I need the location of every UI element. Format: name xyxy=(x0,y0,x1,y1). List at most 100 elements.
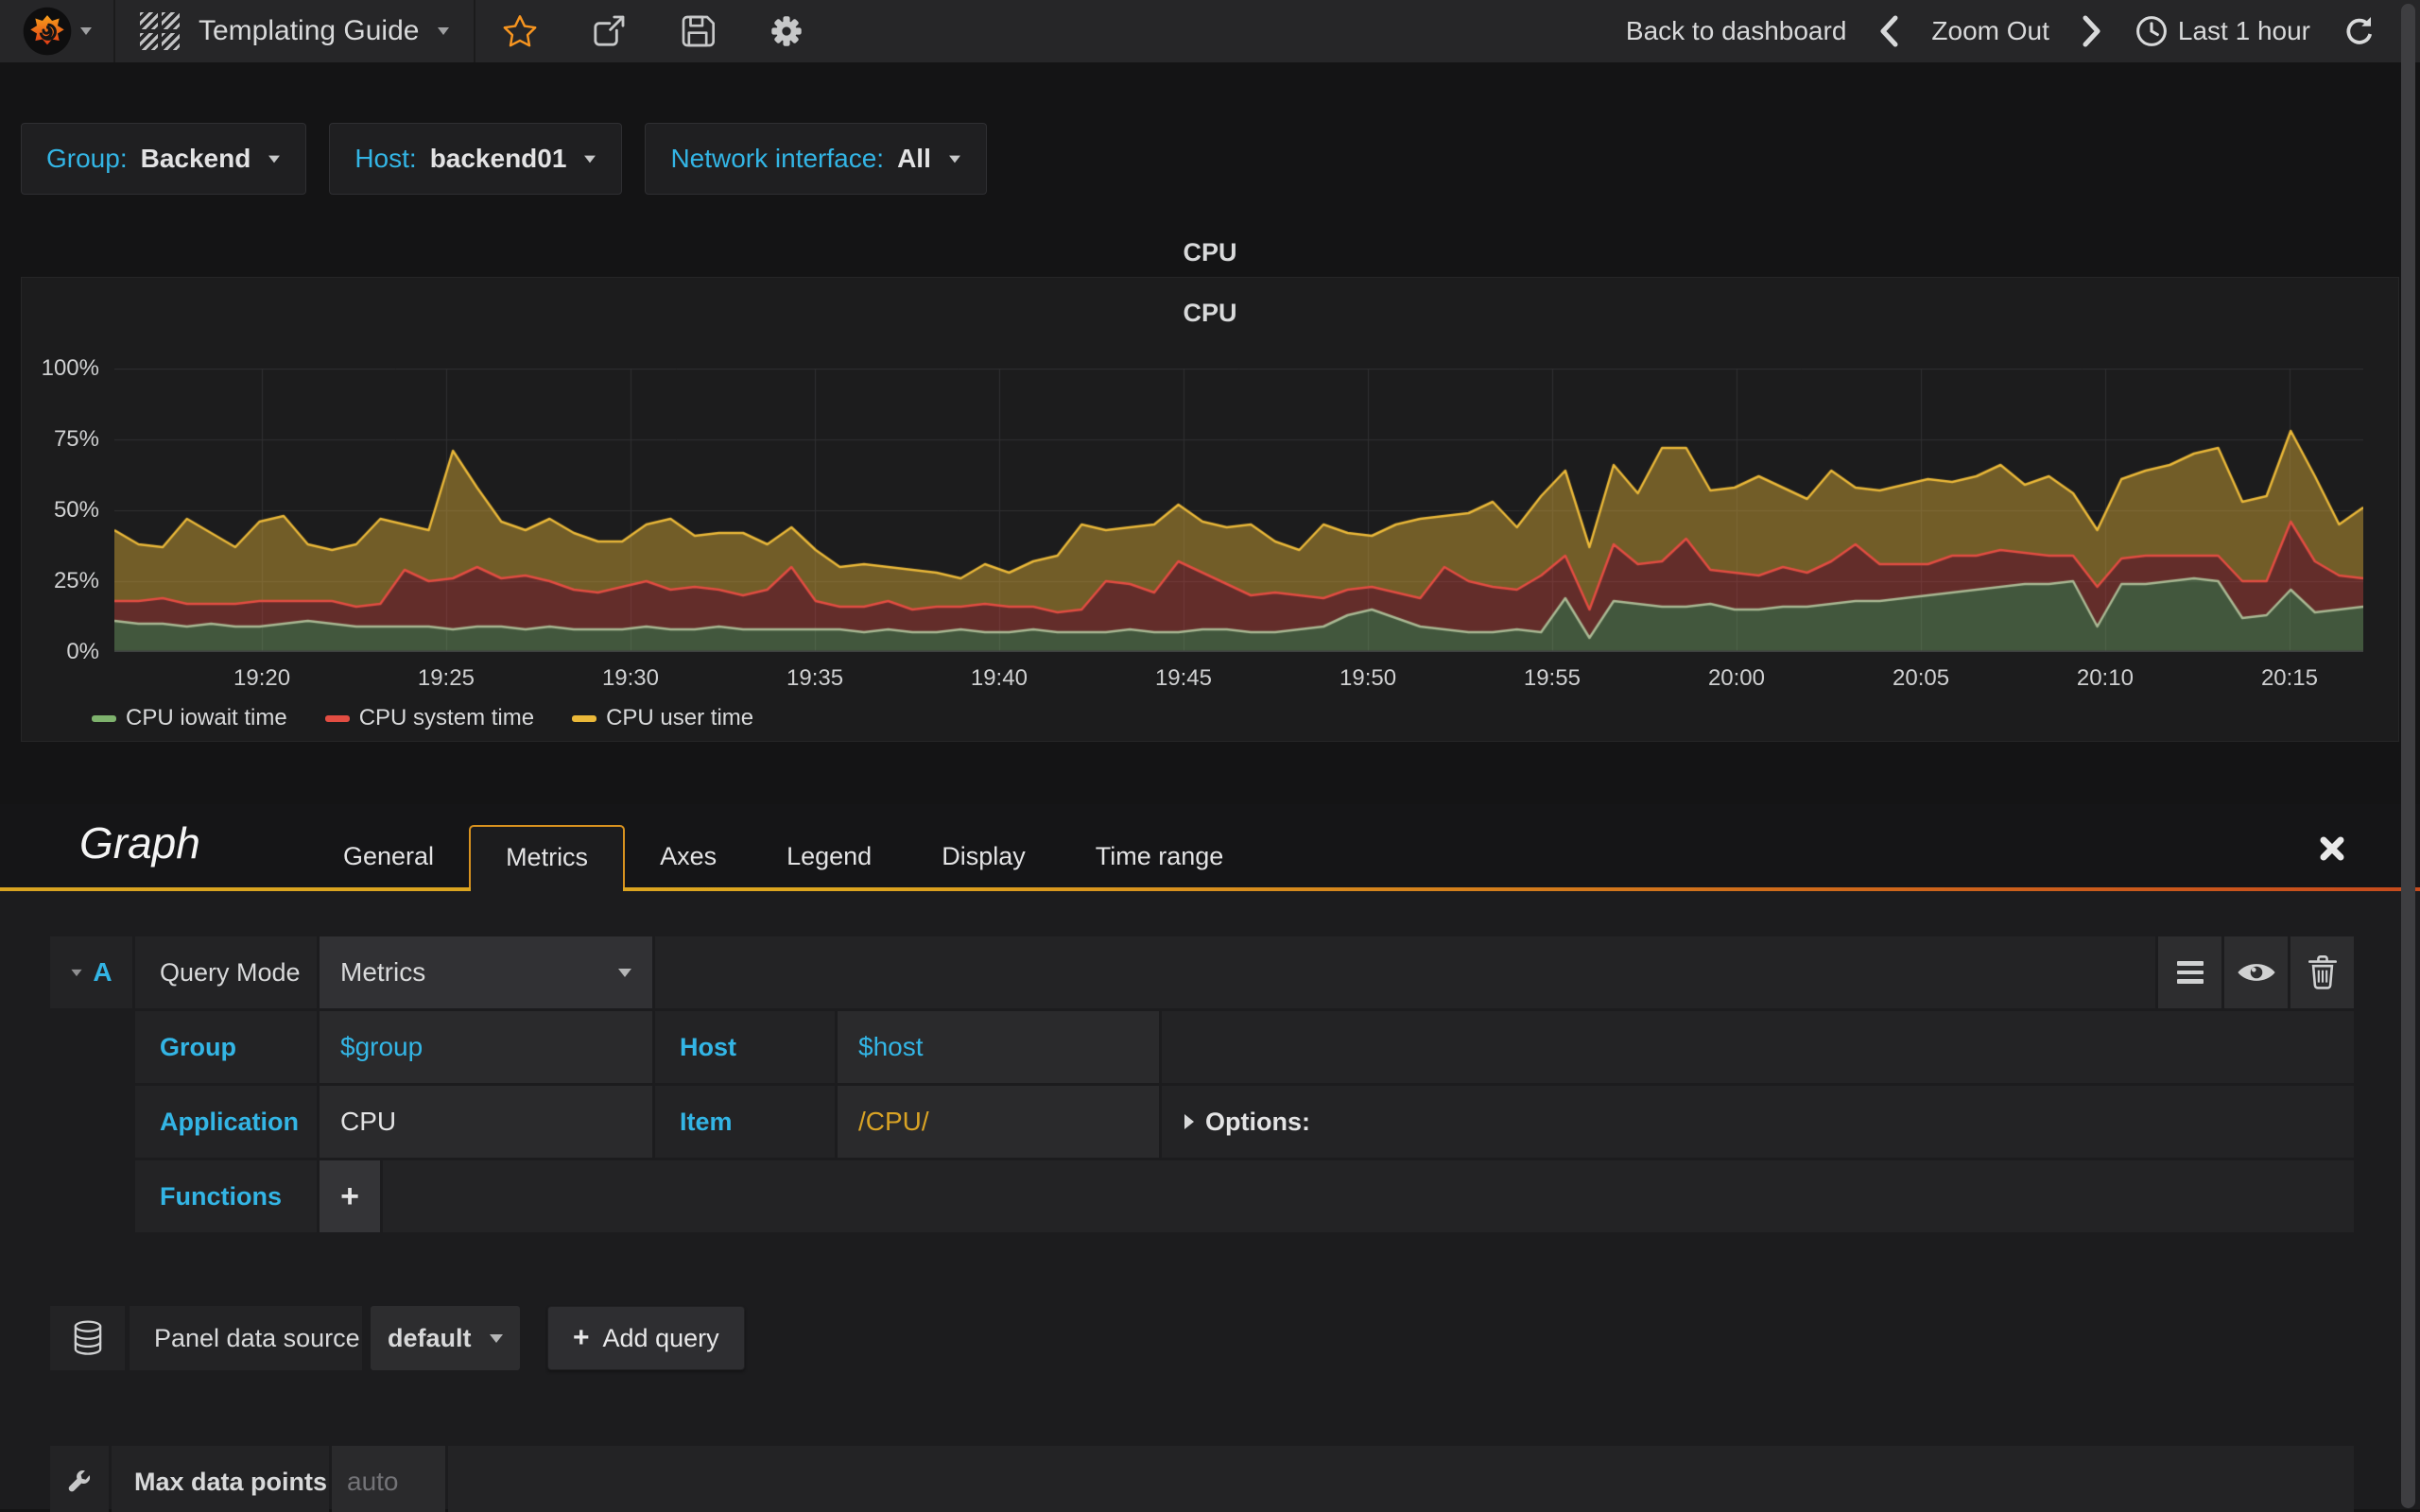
dashboard-title-menu[interactable]: Templating Guide xyxy=(115,12,474,50)
tab-axes[interactable]: Axes xyxy=(660,841,717,870)
save-dashboard-button[interactable] xyxy=(653,0,742,62)
tab-time-range[interactable]: Time range xyxy=(1095,841,1224,870)
variable-dropdown-group[interactable]: Group: Backend xyxy=(21,123,307,195)
panel-editor-header: Graph General Metrics Axes Legend Displa… xyxy=(0,804,2420,891)
plus-icon: + xyxy=(340,1177,359,1214)
query-menu-button[interactable] xyxy=(2158,936,2221,1008)
variable-label: Network interface: xyxy=(670,144,885,173)
variable-value: Backend xyxy=(140,144,251,173)
datasource-row: Panel data source default + Add query xyxy=(50,1306,2354,1370)
close-editor-button[interactable] xyxy=(2318,834,2346,863)
back-to-dashboard-button[interactable]: Back to dashboard xyxy=(1625,16,1847,45)
query-toggle-visibility-button[interactable] xyxy=(2224,936,2288,1008)
time-range-label: Last 1 hour xyxy=(2177,16,2310,45)
group-label: Group xyxy=(135,1011,317,1083)
chevron-down-icon xyxy=(618,968,631,977)
tab-legend[interactable]: Legend xyxy=(786,841,873,870)
query-mode-select[interactable]: Metrics xyxy=(320,936,652,1008)
variable-value: All xyxy=(897,144,931,173)
y-tick-label: 25% xyxy=(53,568,99,593)
query-row-spacer xyxy=(655,936,2155,1008)
panel-header-title[interactable]: CPU xyxy=(1183,238,1237,266)
database-icon xyxy=(72,1319,104,1357)
y-tick-label: 100% xyxy=(41,355,99,381)
variable-dropdown-network-interface[interactable]: Network interface: All xyxy=(645,123,987,195)
time-shift-back-button[interactable] xyxy=(1878,15,1899,47)
max-data-points-input[interactable] xyxy=(332,1446,445,1512)
query-row-functions: Functions + xyxy=(50,1160,2354,1232)
cpu-graph-panel: CPU 0% 25% 50% 75% 100% 19:20 19:25 19:30 19:35… xyxy=(21,277,2399,742)
metrics-tab-content: A Query Mode Metrics xyxy=(0,891,2420,1512)
chevron-down-icon xyxy=(490,1333,503,1343)
chart-plot-area[interactable] xyxy=(114,369,2363,652)
y-axis: 0% 25% 50% 75% 100% xyxy=(22,355,105,664)
editor-tabs: General Metrics Axes Legend Display Time… xyxy=(308,825,1258,891)
grafana-logo-menu[interactable] xyxy=(0,6,113,57)
query-delete-button[interactable] xyxy=(2290,936,2354,1008)
item-input[interactable] xyxy=(841,1086,1155,1158)
page-scrollbar-thumb[interactable] xyxy=(2401,4,2415,1508)
navbar-left: Templating Guide xyxy=(0,0,831,62)
tab-metrics[interactable]: Metrics xyxy=(469,825,626,891)
max-data-points-row: Max data points xyxy=(50,1446,2354,1512)
refresh-button[interactable] xyxy=(2342,14,2377,48)
star-dashboard-button[interactable] xyxy=(475,0,564,62)
x-tick-label: 19:50 xyxy=(1340,665,1397,691)
collapse-caret-icon xyxy=(71,969,82,976)
host-input[interactable] xyxy=(841,1011,1155,1083)
max-data-points-field-cell xyxy=(332,1446,445,1512)
group-input[interactable] xyxy=(323,1011,648,1083)
application-label: Application xyxy=(135,1086,317,1158)
zoom-out-button[interactable]: Zoom Out xyxy=(1931,16,2049,45)
application-input[interactable] xyxy=(323,1086,648,1158)
x-axis-ticks: 19:20 19:25 19:30 19:35 19:40 19:45 19:50 19:55… xyxy=(114,660,2363,697)
add-function-button[interactable]: + xyxy=(320,1160,380,1232)
x-tick-label: 19:25 xyxy=(417,665,475,691)
variable-dropdown-host[interactable]: Host: backend01 xyxy=(329,123,623,195)
graph-title: CPU xyxy=(1183,299,1237,327)
legend-item-iowait[interactable]: CPU iowait time xyxy=(92,705,287,731)
x-tick-label: 19:40 xyxy=(970,665,1028,691)
gear-icon xyxy=(768,12,805,50)
tab-general[interactable]: General xyxy=(343,841,435,870)
legend-label: CPU iowait time xyxy=(126,705,287,730)
add-query-label: Add query xyxy=(602,1323,719,1352)
query-row-spacer xyxy=(448,1446,2354,1512)
editor-tab-underline xyxy=(0,887,2420,891)
item-field-cell xyxy=(838,1086,1159,1158)
query-collapse-toggle[interactable]: A xyxy=(50,936,132,1008)
application-field-cell xyxy=(320,1086,652,1158)
tab-display[interactable]: Display xyxy=(942,841,1026,870)
eye-icon xyxy=(2236,958,2277,987)
graph-legend: CPU iowait time CPU system time CPU user… xyxy=(92,705,753,731)
share-icon xyxy=(590,12,628,50)
y-tick-label: 50% xyxy=(53,497,99,523)
host-label: Host xyxy=(655,1011,835,1083)
datasource-select[interactable]: default xyxy=(371,1306,520,1370)
x-tick-label: 20:15 xyxy=(2260,665,2318,691)
share-dashboard-button[interactable] xyxy=(564,0,653,62)
trash-icon xyxy=(2307,954,2339,990)
options-cell: Options: xyxy=(1162,1086,2354,1158)
datasource-icon-cell xyxy=(50,1306,125,1370)
variable-label: Host: xyxy=(354,144,417,173)
settings-button[interactable] xyxy=(742,0,831,62)
template-variables-row: Group: Backend Host: backend01 Network i… xyxy=(0,62,2420,195)
logo-dropdown-caret-icon xyxy=(80,27,92,35)
add-query-button[interactable]: + Add query xyxy=(547,1306,745,1370)
divider xyxy=(113,0,115,62)
time-range-picker[interactable]: Last 1 hour xyxy=(2135,14,2310,48)
panel-type-title: Graph xyxy=(79,818,200,868)
time-shift-forward-button[interactable] xyxy=(2082,15,2102,47)
options-toggle[interactable]: Options: xyxy=(1162,1108,1310,1137)
chevron-down-icon xyxy=(584,155,596,163)
legend-item-system[interactable]: CPU system time xyxy=(324,705,534,731)
functions-label: Functions xyxy=(135,1160,317,1232)
x-tick-label: 19:45 xyxy=(1154,665,1212,691)
legend-item-user[interactable]: CPU user time xyxy=(572,705,753,731)
chevron-right-icon xyxy=(1184,1114,1194,1129)
x-tick-label: 19:55 xyxy=(1523,665,1581,691)
legend-swatch-icon xyxy=(92,714,116,722)
row-indent xyxy=(50,1086,132,1158)
legend-swatch-icon xyxy=(324,714,350,722)
